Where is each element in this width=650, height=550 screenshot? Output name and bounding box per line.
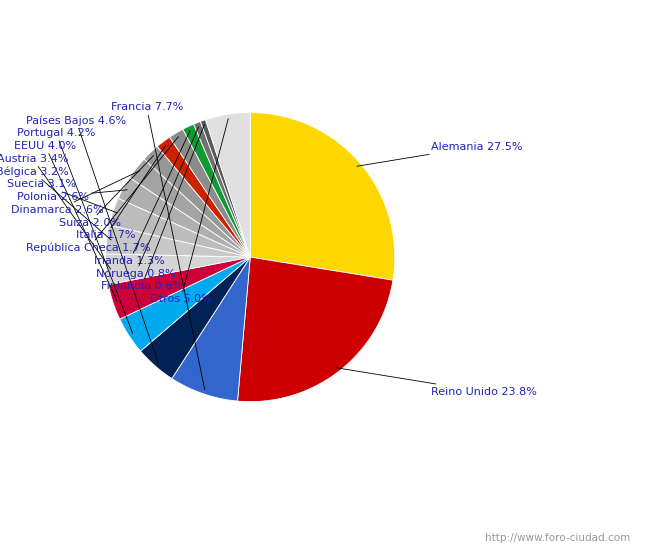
Text: Polonia 2.6%: Polonia 2.6%	[17, 190, 127, 202]
Polygon shape	[120, 257, 250, 351]
Polygon shape	[106, 225, 250, 257]
Polygon shape	[109, 257, 250, 319]
Polygon shape	[106, 254, 250, 285]
Text: Dinamarca 2.6%: Dinamarca 2.6%	[11, 170, 140, 214]
Polygon shape	[118, 178, 250, 257]
Text: Alemania 27.5%: Alemania 27.5%	[357, 141, 523, 166]
Text: Suecia 3.1%: Suecia 3.1%	[7, 179, 117, 213]
Text: Bunyola - Turistas extranjeros según país - Abril de 2024: Bunyola - Turistas extranjeros según paí…	[90, 14, 560, 31]
Polygon shape	[194, 122, 250, 257]
Text: EEUU 4.0%: EEUU 4.0%	[14, 141, 117, 301]
Text: Bélgica 3.2%: Bélgica 3.2%	[0, 166, 111, 240]
Text: Austria 3.4%: Austria 3.4%	[0, 153, 111, 269]
Polygon shape	[129, 159, 250, 257]
Text: http://www.foro-ciudad.com: http://www.foro-ciudad.com	[486, 534, 630, 543]
Text: Otros 5.0%: Otros 5.0%	[150, 119, 228, 304]
Polygon shape	[157, 137, 250, 257]
Text: República Checa 1.7%: República Checa 1.7%	[26, 137, 178, 254]
Text: Noruega 0.8%: Noruega 0.8%	[96, 126, 198, 279]
Text: Países Bajos 4.6%: Países Bajos 4.6%	[26, 115, 158, 362]
Polygon shape	[250, 113, 395, 280]
Text: Italia 1.7%: Italia 1.7%	[76, 145, 166, 240]
Polygon shape	[237, 257, 393, 402]
Text: Irlanda 1.3%: Irlanda 1.3%	[94, 130, 190, 266]
Polygon shape	[144, 146, 250, 257]
Text: Portugal 4.2%: Portugal 4.2%	[17, 128, 133, 333]
Polygon shape	[205, 113, 250, 257]
Text: Suiza 2.0%: Suiza 2.0%	[58, 156, 153, 228]
Polygon shape	[109, 199, 250, 257]
Text: Francia 7.7%: Francia 7.7%	[111, 102, 205, 390]
Polygon shape	[183, 124, 250, 257]
Polygon shape	[140, 257, 250, 378]
Text: Reino Unido 23.8%: Reino Unido 23.8%	[336, 368, 537, 397]
Polygon shape	[170, 129, 250, 257]
Text: Finlandia 0.6%: Finlandia 0.6%	[101, 125, 204, 292]
Polygon shape	[172, 257, 250, 401]
Polygon shape	[200, 120, 250, 257]
